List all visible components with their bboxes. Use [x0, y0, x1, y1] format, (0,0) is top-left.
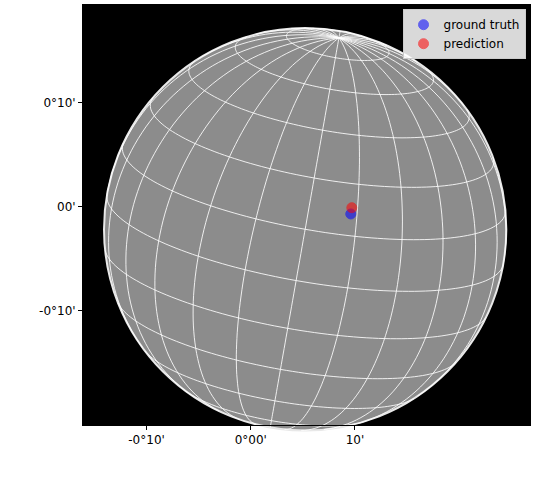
svg-text:ground truth: ground truth: [444, 18, 520, 32]
svg-text:prediction: prediction: [444, 37, 504, 51]
svg-text:0°00': 0°00': [235, 433, 267, 447]
svg-text:00': 00': [57, 200, 76, 214]
svg-text:0°10': 0°10': [43, 96, 75, 110]
svg-text:10': 10': [346, 433, 365, 447]
svg-text:-0°10': -0°10': [39, 304, 76, 318]
svg-text:-0°10': -0°10': [128, 433, 165, 447]
